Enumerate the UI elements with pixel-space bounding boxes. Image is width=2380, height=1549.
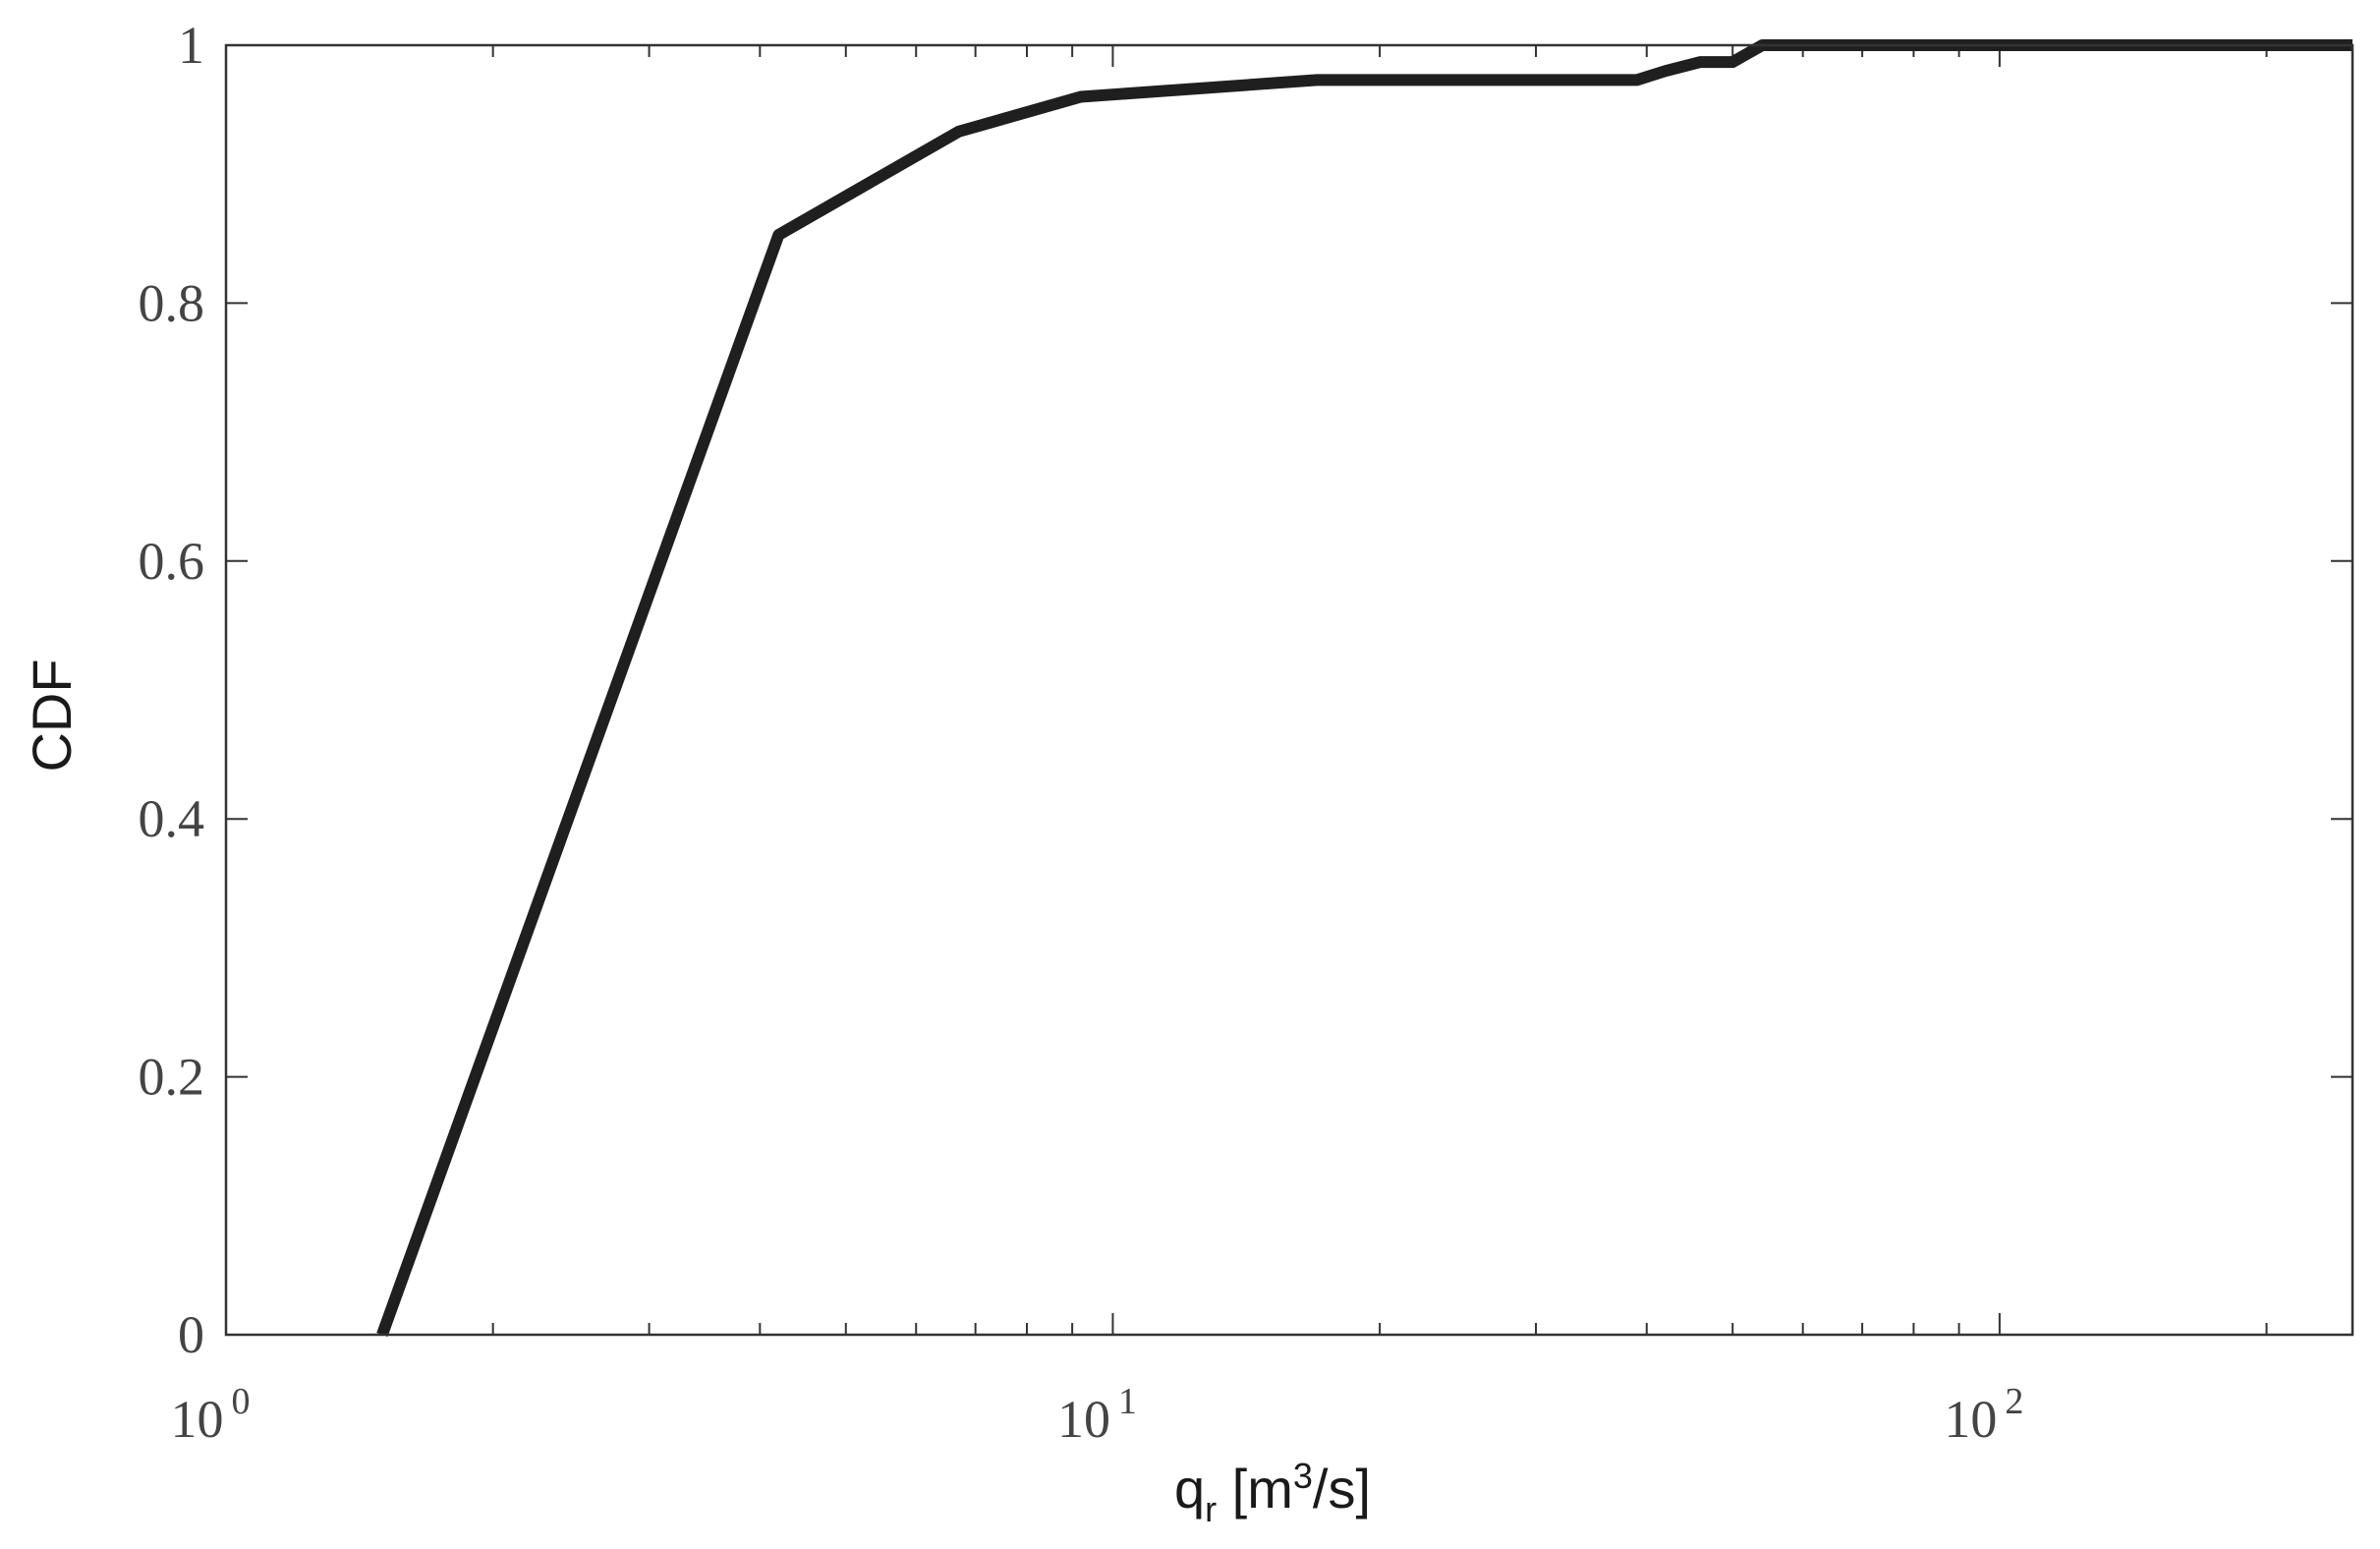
- y-tick-label: 0: [178, 1305, 204, 1364]
- x-tick-label-base: 10: [171, 1390, 224, 1449]
- x-tick-label-base: 10: [1057, 1390, 1110, 1449]
- y-tick-label: 0.6: [139, 532, 205, 591]
- cdf-series-line: [376, 39, 2352, 1338]
- x-axis-title-unit-end: /s]: [1313, 1458, 1371, 1520]
- x-axis-title: qr [m3/s]: [1174, 1456, 1371, 1529]
- x-tick-label: 10 2: [1944, 1381, 2023, 1449]
- tick-marks: [225, 44, 2352, 1336]
- x-axis-title-unit: [m: [1217, 1458, 1293, 1520]
- x-tick-label-exponent: 1: [1118, 1381, 1137, 1422]
- y-axis-title: CDF: [21, 659, 83, 772]
- x-tick-label-base: 10: [1944, 1390, 1997, 1449]
- x-axis-title-base: q: [1174, 1458, 1205, 1520]
- tick-labels: 10 0 10 1 10 200.20.40.60.81: [139, 16, 2024, 1449]
- plot-frame: [224, 43, 2354, 1337]
- x-tick-label-exponent: 0: [232, 1381, 251, 1422]
- x-tick-label-exponent: 2: [2005, 1381, 2023, 1422]
- y-tick-label: 0.8: [139, 273, 205, 332]
- y-tick-label: 0.2: [139, 1048, 205, 1107]
- x-axis-title-superscript: 3: [1293, 1456, 1313, 1496]
- x-axis-title-subscript: r: [1205, 1489, 1217, 1529]
- x-tick-label: 10 0: [171, 1381, 251, 1449]
- x-tick-label: 10 1: [1057, 1381, 1137, 1449]
- y-tick-label: 0.4: [139, 789, 205, 848]
- series-layer: [376, 39, 2352, 1338]
- y-tick-label: 1: [178, 16, 204, 75]
